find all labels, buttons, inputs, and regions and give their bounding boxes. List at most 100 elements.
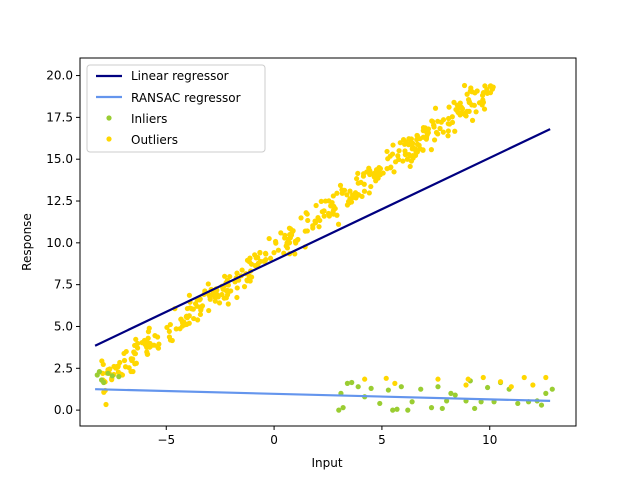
outlier-point (271, 250, 277, 256)
outlier-point (404, 156, 411, 162)
outlier-point (257, 258, 263, 264)
outlier-point (445, 115, 452, 122)
outlier-point (266, 235, 272, 242)
outlier-point (302, 228, 308, 234)
outlier-point (167, 321, 173, 328)
y-tick-label: 12.5 (46, 194, 73, 208)
outlier-point (445, 133, 451, 139)
outlier-point (402, 141, 408, 147)
outlier-point (508, 384, 514, 390)
outlier-point (446, 104, 452, 110)
legend-swatch-inliers (106, 115, 112, 121)
outlier-point (432, 105, 439, 111)
outlier-point (431, 137, 438, 143)
outlier-point (267, 255, 274, 261)
outlier-point (428, 147, 434, 153)
outlier-point (273, 240, 279, 246)
outlier-point (435, 131, 441, 137)
outlier-point (425, 126, 432, 132)
outlier-point (248, 261, 255, 267)
inlier-point (344, 380, 351, 386)
x-axis-label: Input (311, 456, 342, 470)
outlier-point (133, 336, 139, 342)
outlier-point (184, 305, 190, 312)
outlier-point (239, 267, 245, 273)
outlier-point (330, 193, 336, 199)
outlier-point (416, 142, 422, 148)
y-tick-label: 0.0 (54, 403, 73, 417)
outlier-point (361, 188, 368, 194)
outlier-point (459, 106, 466, 112)
outlier-point (263, 251, 269, 257)
inlier-point (435, 384, 441, 390)
outlier-point (287, 226, 294, 232)
outlier-point (354, 176, 360, 182)
inlier-point (96, 369, 103, 375)
outlier-point (463, 382, 469, 388)
outlier-point (234, 285, 240, 291)
outlier-point (465, 376, 471, 382)
outlier-point (152, 333, 158, 339)
outlier-point (521, 374, 527, 381)
outlier-point (414, 132, 420, 139)
outlier-point (241, 284, 248, 290)
outlier-point (471, 102, 477, 108)
outlier-point (212, 298, 218, 304)
outlier-point (222, 273, 228, 279)
outlier-point (129, 357, 135, 364)
outlier-point (195, 317, 201, 323)
outlier-point (392, 159, 399, 165)
legend-label-outliers: Outliers (131, 133, 178, 147)
inlier-point (116, 374, 122, 380)
outlier-point (186, 320, 192, 326)
outlier-point (141, 337, 148, 344)
inlier-point (439, 405, 445, 412)
outlier-point (347, 196, 353, 202)
outlier-point (335, 221, 342, 227)
outlier-point (169, 337, 175, 344)
outlier-point (530, 382, 536, 388)
outlier-point (313, 202, 319, 209)
inlier-point (109, 373, 115, 379)
outlier-point (445, 128, 451, 134)
outlier-point (205, 281, 211, 287)
outlier-point (473, 109, 479, 115)
outlier-point (457, 112, 463, 118)
inlier-point (105, 370, 111, 376)
outlier-point (482, 83, 488, 89)
inlier-point (543, 390, 549, 396)
y-tick-label: 7.5 (54, 278, 73, 292)
plot-frame (79, 57, 577, 427)
outlier-point (383, 375, 389, 381)
inlier-point (336, 407, 342, 413)
inlier-point (405, 407, 411, 413)
outlier-point (178, 316, 184, 322)
outlier-point (337, 182, 344, 188)
outlier-point (341, 187, 348, 193)
outlier-point (457, 100, 463, 106)
y-tick-label: 2.5 (54, 361, 73, 375)
outlier-point (244, 278, 250, 284)
outlier-point (465, 96, 472, 103)
inlier-point (472, 405, 478, 412)
outlier-point (355, 170, 361, 177)
outlier-point (438, 119, 444, 125)
outlier-point (310, 223, 316, 229)
outlier-point (425, 130, 431, 136)
legend-box (86, 64, 266, 153)
inlier-point (394, 406, 400, 412)
inlier-point (101, 379, 107, 386)
y-tick-label: 5.0 (54, 319, 73, 333)
outlier-point (430, 119, 436, 125)
outlier-point (304, 211, 310, 217)
outlier-point (257, 250, 263, 256)
outlier-point (431, 124, 437, 130)
inlier-point (484, 384, 491, 391)
inlier-point (377, 400, 383, 407)
outlier-point (312, 218, 318, 224)
outlier-point (219, 291, 225, 298)
outlier-point (344, 192, 350, 198)
outlier-point (155, 344, 161, 350)
outlier-point (358, 179, 364, 186)
